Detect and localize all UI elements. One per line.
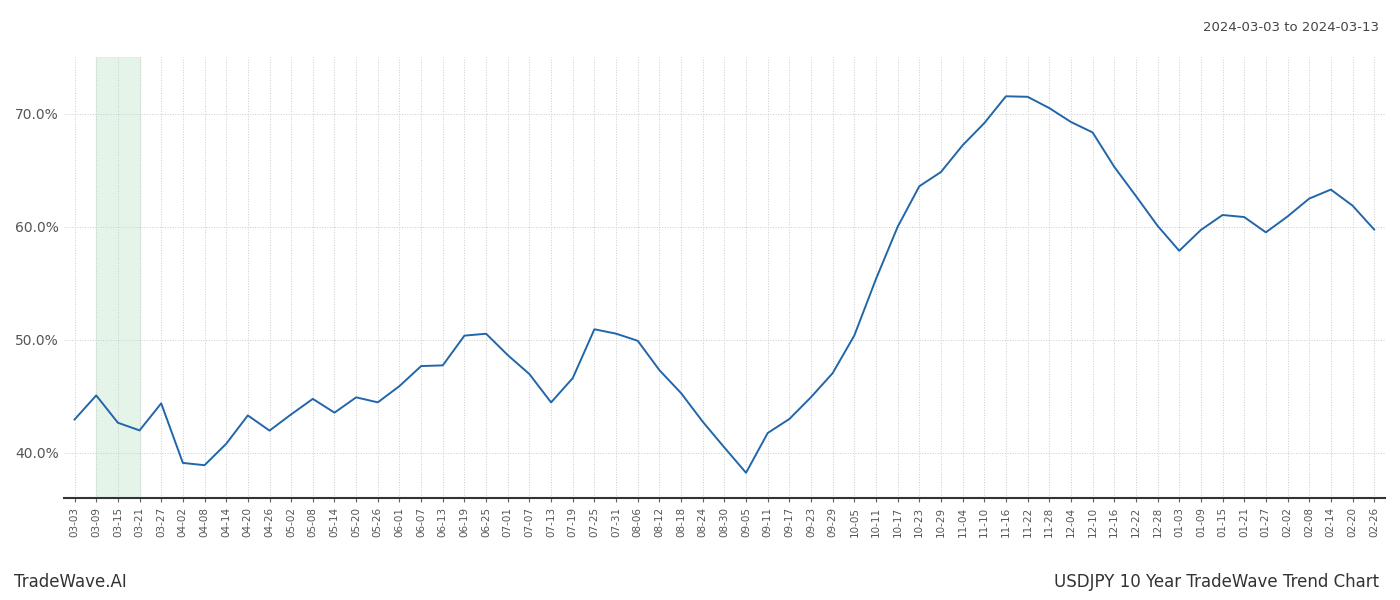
Bar — [97, 57, 140, 498]
Text: TradeWave.AI: TradeWave.AI — [14, 573, 127, 591]
Text: 2024-03-03 to 2024-03-13: 2024-03-03 to 2024-03-13 — [1203, 21, 1379, 34]
Text: USDJPY 10 Year TradeWave Trend Chart: USDJPY 10 Year TradeWave Trend Chart — [1054, 573, 1379, 591]
